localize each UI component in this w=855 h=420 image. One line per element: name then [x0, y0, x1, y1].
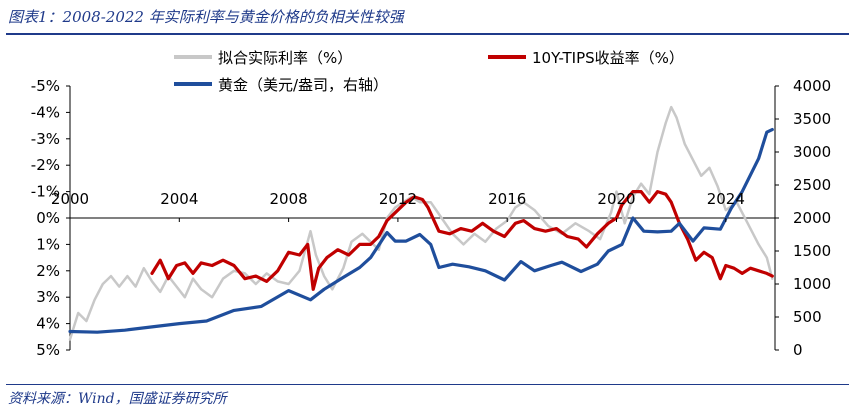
right-tick-label: 4000 [793, 77, 831, 95]
x-axis-ticks: 2000 2004 2008 2012 2016 2020 2024 [51, 190, 745, 222]
right-tick-label: 2500 [793, 176, 831, 194]
series-group [68, 105, 774, 341]
x-tick-label: 2008 [270, 190, 308, 208]
right-tick-label: 3000 [793, 143, 831, 161]
left-tick-label: 2% [36, 262, 60, 280]
right-tick-label: 500 [793, 308, 822, 326]
left-tick-label: -3% [31, 130, 60, 148]
source-divider [6, 384, 849, 385]
left-tick-label: 4% [36, 315, 60, 333]
left-tick-label: -4% [31, 103, 60, 121]
x-tick-label: 2004 [160, 190, 198, 208]
legend-label-synthetic: 拟合实际利率（%） [218, 49, 352, 67]
right-tick-label: 1000 [793, 275, 831, 293]
series-gold-price [68, 128, 774, 334]
x-tick-label: 2020 [597, 190, 635, 208]
legend: 拟合实际利率（%） 10Y-TIPS收益率（%） 黄金（美元/盎司，右轴） [174, 49, 684, 94]
right-tick-label: 1500 [793, 242, 831, 260]
x-tick-label: 2016 [488, 190, 526, 208]
right-tick-label: 3500 [793, 110, 831, 128]
legend-label-tips: 10Y-TIPS收益率（%） [532, 49, 684, 67]
left-tick-label: 5% [36, 341, 60, 359]
right-tick-label: 0 [793, 341, 803, 359]
series-10y-tips [150, 190, 774, 291]
left-tick-label: 3% [36, 288, 60, 306]
axes: -5% -4% -3% -2% -1% 0% 1% 2% 3% 4% 5% 0 500 1000 1500 2… [31, 77, 831, 359]
x-tick-label: 2000 [51, 190, 89, 208]
left-tick-label: -5% [31, 77, 60, 95]
right-tick-label: 2000 [793, 209, 831, 227]
title-divider [6, 33, 849, 35]
left-tick-label: -1% [31, 183, 60, 201]
left-tick-label: 0% [36, 209, 60, 227]
left-tick-label: -2% [31, 156, 60, 174]
x-tick-label: 2024 [707, 190, 745, 208]
legend-label-gold: 黄金（美元/盎司，右轴） [218, 76, 388, 94]
x-tick-label: 2012 [379, 190, 417, 208]
figure-title: 图表1：2008-2022 年实际利率与黄金价格的负相关性较强 [8, 8, 404, 26]
figure-source: 资料来源：Wind，国盛证券研究所 [8, 391, 227, 407]
left-tick-label: 1% [36, 235, 60, 253]
series-synthetic-real-rate [68, 105, 774, 341]
